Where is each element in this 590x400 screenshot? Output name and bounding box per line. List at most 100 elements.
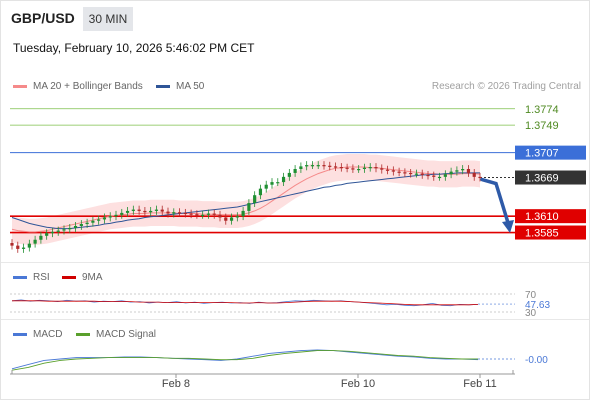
candle-body [316,165,320,167]
level-tag-resistance [515,145,586,160]
candle-body [397,171,401,173]
candle-body [85,222,89,225]
candle-body [281,176,286,183]
legend-rsi-ma-label: 9MA [82,272,103,283]
legend-rsi-label: RSI [33,272,50,283]
candle-body [235,216,239,218]
macd-swatch-icon [13,333,27,336]
candle-body [264,184,268,189]
candle-body [287,172,291,177]
candle-body [299,166,303,170]
level-tag-last_price [515,170,586,185]
candle-body [432,175,436,177]
legend-ma50: MA 50 [156,81,204,92]
ma50-line [11,172,480,230]
candle-body [305,165,309,167]
legend-rsi: RSI [13,272,50,283]
candle-body [328,165,332,167]
forecast-arrow [480,177,511,228]
candle-body [21,247,26,249]
time-axis-label: Feb 11 [463,378,496,390]
legend-ma20-label: MA 20 + Bollinger Bands [33,81,143,92]
legend-macd-signal-label: MACD Signal [96,329,157,340]
level-tag-support_1 [515,209,586,224]
candle-body [160,209,164,212]
candle-body [172,212,176,214]
macd-signal-swatch-icon [76,333,90,336]
ma20-line [11,166,481,233]
candle-body [212,213,216,215]
candle-body [73,225,78,228]
candle-body [293,169,297,173]
legend-rsi-ma: 9MA [62,272,103,283]
candle-body [229,217,234,221]
legend-macd-signal: MACD Signal [76,329,156,340]
candle-body [449,171,453,175]
level-label-target_1: 1.3749 [525,120,559,132]
level-label-resistance: 1.3707 [525,148,559,160]
credit-label: Research © 2026 Trading Central [431,81,581,92]
macd-signal-line [11,350,478,371]
candle-body [409,172,413,175]
candle-body [131,209,135,211]
candle-body [380,168,384,170]
candle-body [27,243,31,248]
panel-separator [1,262,589,263]
candle-body [120,212,124,215]
legend-ma20: MA 20 + Bollinger Bands [13,81,143,92]
candle-body [455,170,459,172]
candle-body [322,165,326,167]
candle-body [461,169,465,171]
macd-last-value: -0.00 [525,355,548,366]
candle-body [10,243,14,246]
candle-body [437,176,442,179]
candle-body [472,172,476,177]
macd-panel: -0.00 [11,349,548,371]
candle-body [189,213,193,215]
candle-body [143,210,147,213]
candle-body [351,168,355,170]
candle-body [125,210,130,213]
candle-body [362,167,367,170]
time-axis-label: Feb 8 [162,378,190,390]
candle-body [403,172,407,174]
timeframe-badge[interactable]: 30 MIN [83,7,133,31]
bollinger-band-area [12,153,480,245]
rsi-level-label: 70 [525,290,537,301]
candle-body [56,230,60,232]
level-label-last_price: 1.3669 [525,173,559,185]
rsi-level-label: 30 [525,308,537,319]
candle-body [420,173,424,175]
rsi-last-value: 47.63 [525,300,550,311]
candle-body [357,169,361,171]
candle-body [466,169,471,173]
forecast-arrow-head-icon [502,219,514,233]
level-label-support_2: 1.3585 [525,228,559,240]
candle-body [102,217,107,220]
candle-body [270,182,274,185]
legend-macd: MACD [13,329,62,340]
candle-body [33,239,37,244]
macd-line [11,349,479,370]
candle-body [253,195,257,204]
level-tag-support_2 [515,225,586,240]
candle-body [206,213,211,215]
candle-body [149,210,153,213]
time-axis: Feb 8 Feb 10 Feb 11 [10,370,515,390]
ma20-swatch-icon [13,85,27,88]
candle-body [166,211,170,214]
candle-body [68,227,72,230]
legend-ma50-label: MA 50 [176,81,205,92]
candle-body [414,173,419,175]
level-label-support_1: 1.3610 [525,211,559,223]
candle-body [45,233,49,236]
candle-body [345,167,349,169]
candle-body [201,214,205,217]
candle-body [339,167,343,169]
candle-body [368,167,372,169]
candle-body [218,214,222,218]
candle-body [374,167,378,169]
candle-body [137,209,141,211]
